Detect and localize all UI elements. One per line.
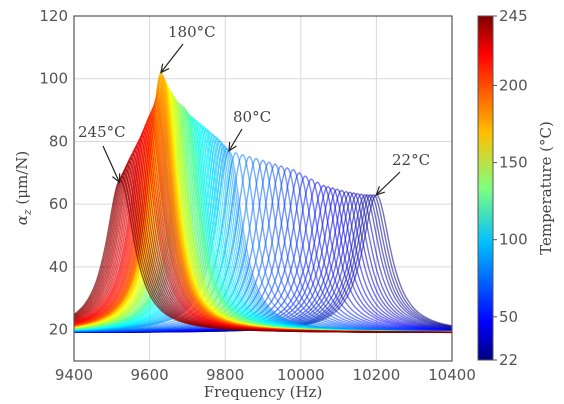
y-tick-label: 120 <box>39 7 68 25</box>
colorbar-title: Temperature (°C) <box>537 121 555 255</box>
colorbar-tick-label: 200 <box>499 76 528 94</box>
annotation-arrowhead <box>112 173 121 184</box>
x-tick-label: 10000 <box>277 366 325 384</box>
y-axis-title-symbol: α <box>13 215 31 225</box>
annotation-arrow <box>160 43 184 73</box>
colorbar: 22 50 100 150 200 245 Temperature (°C) <box>477 7 555 369</box>
annotation-label: 245°C <box>78 123 126 141</box>
x-tick-label: 9800 <box>206 366 244 384</box>
plot-area: 9400 9600 9800 10000 10200 10400 20 40 60 80 100 1… <box>39 7 476 384</box>
x-tick-label: 10200 <box>353 366 401 384</box>
annotation-arrowhead <box>160 63 170 74</box>
colorbar-ticks: 22 50 100 150 200 245 <box>493 7 528 369</box>
annotation-arrow <box>375 171 401 196</box>
x-tick-label: 10400 <box>428 366 476 384</box>
x-axis-ticks: 9400 9600 9800 10000 10200 10400 <box>55 366 476 384</box>
annotations: 180°C 80°C 245°C 22°C <box>78 23 430 196</box>
y-tick-label: 40 <box>49 258 68 276</box>
y-axis-ticks: 20 40 60 80 100 120 <box>39 7 68 339</box>
series-curve <box>74 179 452 334</box>
y-axis-title-unit: (μm/N) <box>13 151 31 210</box>
y-tick-label: 60 <box>49 195 68 213</box>
y-axis-title: αz (μm/N) <box>13 151 34 226</box>
annotation-label: 180°C <box>168 23 216 41</box>
colorbar-tick-label: 100 <box>499 231 528 249</box>
y-axis-title-subscript: z <box>21 209 34 216</box>
annotation-label: 80°C <box>233 108 271 126</box>
plot-frame <box>73 15 453 362</box>
colorbar-tick-label: 50 <box>499 308 518 326</box>
y-tick-label: 80 <box>49 132 68 150</box>
annotation-arrow <box>102 145 120 183</box>
x-tick-label: 9400 <box>55 366 93 384</box>
x-tick-label: 9600 <box>131 366 169 384</box>
annotation-arrowhead <box>228 141 237 153</box>
series-curves <box>74 72 452 334</box>
colorbar-gradient <box>477 15 494 361</box>
y-tick-label: 20 <box>49 321 68 339</box>
colorbar-tick-label: 150 <box>499 154 528 172</box>
annotation-arrowhead <box>375 186 386 196</box>
colorbar-tick-label: 245 <box>499 7 528 25</box>
colorbar-tick-label: 22 <box>499 351 518 369</box>
annotation-label: 22°C <box>392 151 430 169</box>
y-tick-label: 100 <box>39 70 68 88</box>
annotation-arrow <box>228 128 243 152</box>
x-axis-title: Frequency (Hz) <box>204 383 323 401</box>
